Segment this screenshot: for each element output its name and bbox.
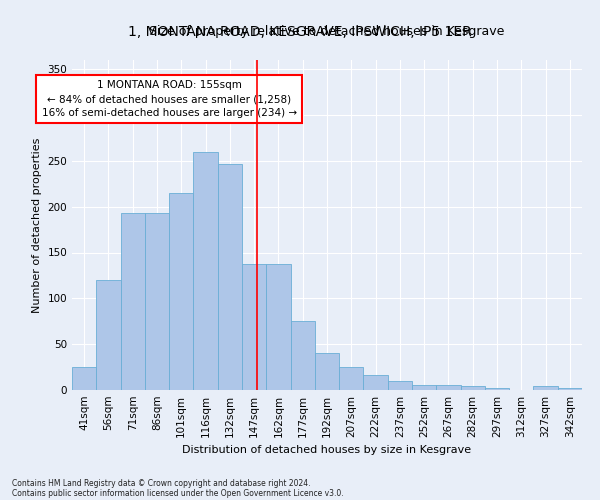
Bar xyxy=(121,213,145,390)
Text: Contains public sector information licensed under the Open Government Licence v3: Contains public sector information licen… xyxy=(12,488,344,498)
Title: Size of property relative to detached houses in Kesgrave: Size of property relative to detached ho… xyxy=(149,25,505,38)
Text: 1 MONTANA ROAD: 155sqm
← 84% of detached houses are smaller (1,258)
16% of semi-: 1 MONTANA ROAD: 155sqm ← 84% of detached… xyxy=(41,80,297,118)
Bar xyxy=(533,386,558,390)
Bar xyxy=(290,322,315,390)
Bar xyxy=(96,280,121,390)
Bar xyxy=(72,367,96,390)
Bar xyxy=(145,213,169,390)
Bar xyxy=(266,264,290,390)
Text: 1, MONTANA ROAD, KESGRAVE, IPSWICH, IP5 1ER: 1, MONTANA ROAD, KESGRAVE, IPSWICH, IP5 … xyxy=(128,25,472,39)
Bar xyxy=(461,386,485,390)
Y-axis label: Number of detached properties: Number of detached properties xyxy=(32,138,42,312)
Bar xyxy=(339,367,364,390)
Bar xyxy=(388,381,412,390)
Bar xyxy=(169,193,193,390)
Bar xyxy=(412,384,436,390)
Bar xyxy=(218,164,242,390)
Bar xyxy=(364,376,388,390)
X-axis label: Distribution of detached houses by size in Kesgrave: Distribution of detached houses by size … xyxy=(182,446,472,456)
Bar xyxy=(242,264,266,390)
Bar xyxy=(315,354,339,390)
Bar xyxy=(193,152,218,390)
Text: Contains HM Land Registry data © Crown copyright and database right 2024.: Contains HM Land Registry data © Crown c… xyxy=(12,478,311,488)
Bar xyxy=(485,388,509,390)
Bar xyxy=(558,388,582,390)
Bar xyxy=(436,386,461,390)
